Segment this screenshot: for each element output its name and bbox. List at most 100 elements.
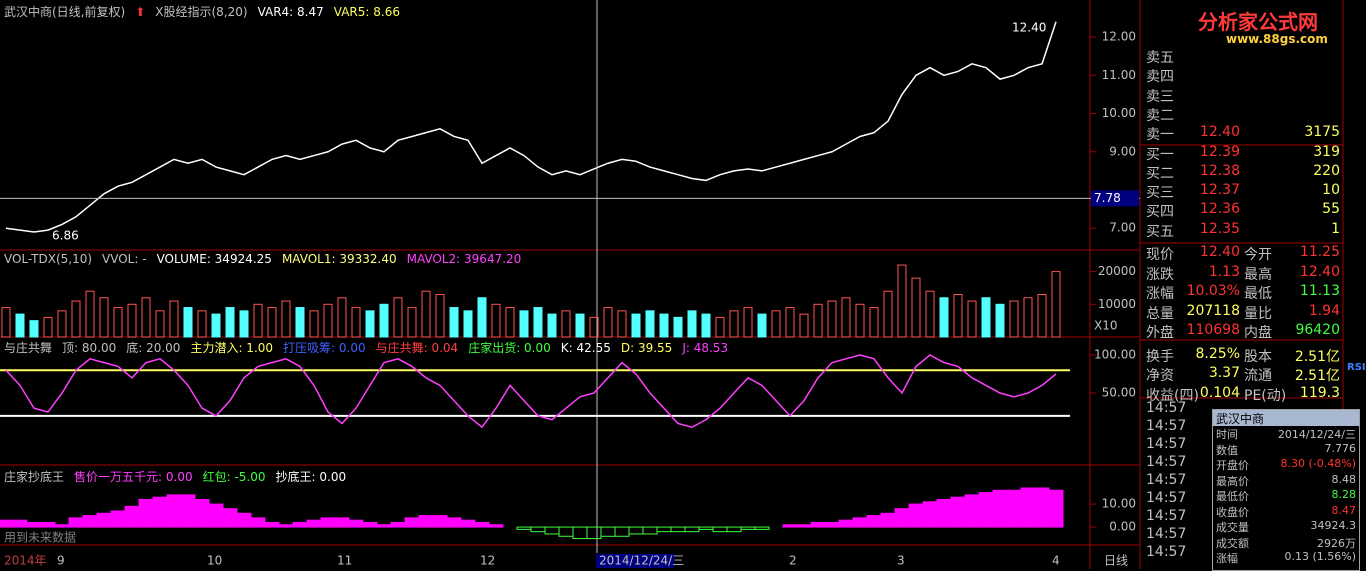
- bottom-bar: [754, 526, 770, 530]
- bottom-bar: [936, 498, 952, 528]
- volume-bar: [29, 320, 39, 338]
- volume-bar: [421, 290, 431, 338]
- volume-bar: [967, 300, 977, 338]
- stat-label: 现价: [1146, 247, 1174, 263]
- y-tick-label: 50.00: [1102, 386, 1136, 400]
- popup-row: 最低价 8.28: [1213, 488, 1359, 504]
- bottom-bar: [54, 524, 70, 528]
- bottom-bar: [194, 498, 210, 528]
- bottom-bar: [964, 494, 980, 528]
- stat-value: 96420: [1295, 322, 1340, 338]
- volume-bar: [673, 316, 683, 338]
- y-tick-label: 0.00: [1109, 520, 1136, 534]
- stat-label: PE(动): [1244, 387, 1287, 404]
- bottom-bar: [894, 508, 910, 528]
- volume-bar: [379, 303, 389, 338]
- j-line: [5, 354, 1057, 429]
- volume-bar: [687, 310, 697, 338]
- popup-value: 7.776: [1324, 441, 1357, 455]
- date-label: 3: [897, 554, 905, 568]
- price-header: 武汉中商(日线,前复权) ⬆ X股经指示(8,20) VAR4: 8.47 VAR5: …: [4, 3, 410, 20]
- book-label: 卖五: [1146, 50, 1174, 66]
- popup-label: 最高价: [1216, 474, 1249, 488]
- bottom-bar: [656, 526, 672, 533]
- bottom-bar: [698, 526, 714, 530]
- volume-bar: [155, 310, 165, 338]
- bottom-bar: [796, 524, 812, 528]
- volume-bar: [1023, 297, 1033, 338]
- bottom-bar: [908, 503, 924, 528]
- volume-bar: [407, 307, 417, 338]
- tick-time: 14:57: [1146, 454, 1187, 470]
- bottom-bar: [782, 524, 798, 528]
- volume-bar: [183, 307, 193, 338]
- bottom-bar: [558, 526, 574, 537]
- volume-bar: [281, 300, 291, 338]
- bottom-bar: [180, 494, 196, 528]
- bottom-bar: [600, 526, 616, 537]
- bottom-bar: [922, 501, 938, 528]
- volume-bar: [981, 297, 991, 338]
- popup-value: 34924.3: [1310, 519, 1357, 532]
- bottom-bar: [950, 496, 966, 528]
- volume-bar: [827, 300, 837, 338]
- bottom-bar: [40, 521, 56, 528]
- header-item: 打压吸筹: 0.00: [283, 341, 366, 355]
- volume-bar: [351, 307, 361, 338]
- y-tick-label: 10.00: [1102, 497, 1136, 511]
- stat-value: 12.40: [1299, 263, 1340, 280]
- popup-value: 8.47: [1331, 503, 1357, 517]
- header-item: 与庄共舞: 0.04: [375, 341, 459, 355]
- header-item: VOL-TDX(5,10): [4, 252, 93, 266]
- bottom-bar: [446, 517, 462, 528]
- header-item: 庄家抄底王: [4, 470, 65, 484]
- volume-bar: [323, 303, 333, 338]
- bottom-bar: [26, 521, 42, 528]
- volume-bar: [393, 297, 403, 338]
- book-label: 买一: [1146, 146, 1174, 163]
- popup-row: 开盘价 8.30 (-0.48%): [1213, 457, 1359, 473]
- popup-value: 8.48: [1331, 472, 1357, 486]
- period-label: 日线: [1104, 554, 1128, 568]
- volume-bar: [1, 307, 11, 338]
- date-label: 2014/12/24/三: [599, 554, 684, 568]
- volume-bar: [897, 264, 907, 338]
- toolbar-rsi[interactable]: RSI: [1347, 362, 1366, 373]
- volume-bar: [855, 303, 865, 338]
- date-label: 12: [480, 554, 495, 568]
- book-price: 12.36: [1199, 201, 1240, 218]
- tick-time: 14:57: [1146, 418, 1187, 434]
- bottom-bar: [530, 526, 546, 533]
- stat-value: 0.104: [1199, 384, 1240, 401]
- popup-label: 开盘价: [1216, 459, 1249, 472]
- popup-row: 数值 7.776: [1213, 442, 1359, 458]
- volume-bar: [1051, 271, 1061, 338]
- stat-value: 8.25%: [1195, 345, 1240, 362]
- bottom-bar: [334, 517, 350, 528]
- tick-time: 14:57: [1146, 472, 1187, 488]
- stat-value: 11.13: [1299, 283, 1340, 299]
- bottom-bar: [0, 519, 14, 528]
- volume-bar: [491, 303, 501, 338]
- volume-bar: [701, 313, 711, 338]
- volume-bar: [813, 303, 823, 338]
- bottom-bar: [152, 496, 168, 528]
- popup-row: 时间 2014/12/24/三: [1213, 426, 1359, 442]
- book-volume: 55: [1322, 201, 1340, 218]
- bottom-bar: [390, 521, 406, 528]
- stat-value: 1.94: [1308, 302, 1340, 319]
- bottom-bar: [96, 512, 112, 528]
- bottom-bar: [264, 521, 280, 528]
- volume-bar: [505, 307, 515, 338]
- popup-title: 武汉中商: [1213, 410, 1359, 426]
- stat-value: 11.25: [1299, 244, 1340, 260]
- y-tick-label: 9.00: [1109, 144, 1136, 158]
- volume-bar: [911, 277, 921, 338]
- volume-bar: [43, 316, 53, 338]
- header-item: 底: 20.00: [126, 341, 181, 355]
- bottom-bar: [992, 489, 1008, 528]
- high-label: 12.40: [1012, 21, 1046, 35]
- title: 武汉中商(日线,前复权): [4, 5, 126, 19]
- popup-label: 成交额: [1216, 536, 1249, 550]
